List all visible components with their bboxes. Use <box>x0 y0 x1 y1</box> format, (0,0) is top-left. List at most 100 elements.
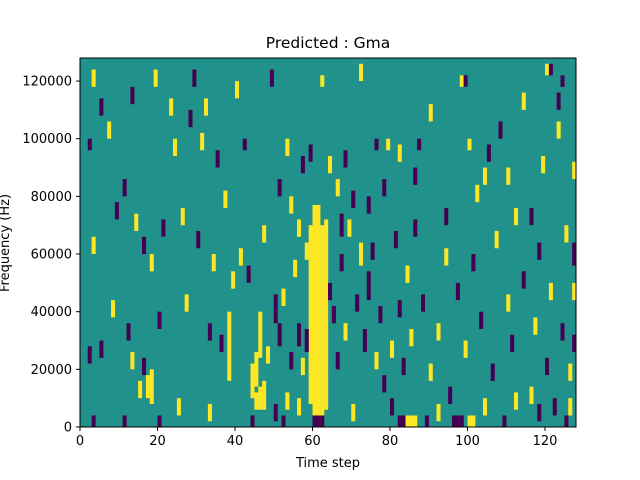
x-tick-label: 60 <box>304 434 321 449</box>
heatmap-cell <box>111 300 116 318</box>
heatmap-cell <box>417 138 422 151</box>
heatmap-cell <box>409 415 414 427</box>
heatmap-cell <box>304 328 309 353</box>
heatmap-cell <box>207 403 212 422</box>
heatmap-cell <box>161 219 166 237</box>
heatmap-cell <box>541 156 546 174</box>
heatmap-cell <box>490 363 495 381</box>
heatmap-cell <box>502 415 507 427</box>
heatmap-cell <box>138 380 143 399</box>
heatmap-cell <box>382 375 387 393</box>
heatmap-cell <box>572 334 577 353</box>
heatmap-cell <box>231 271 236 289</box>
heatmap-cell <box>211 254 216 272</box>
heatmap-cell <box>362 328 367 353</box>
heatmap-cell <box>568 363 573 381</box>
heatmap-cell <box>405 415 410 427</box>
heatmap-cell <box>444 207 449 226</box>
heatmap-cell <box>281 288 286 306</box>
heatmap-cell <box>355 294 360 312</box>
heatmap-cell <box>122 415 127 427</box>
heatmap-cell <box>463 340 468 358</box>
heatmap-cell <box>316 415 321 427</box>
heatmap-cell <box>479 311 484 329</box>
y-tick-label: 40000 <box>31 305 72 320</box>
heatmap-cell <box>215 150 220 168</box>
heatmap-cell <box>130 352 135 370</box>
heatmap-cell <box>545 357 550 376</box>
heatmap-cell <box>533 317 538 335</box>
heatmap-cell <box>390 340 395 358</box>
heatmap-cell <box>324 219 329 410</box>
heatmap-cell <box>436 323 441 341</box>
heatmap-cell <box>374 138 379 151</box>
heatmap-cell <box>297 398 302 416</box>
heatmap-cell <box>459 75 464 87</box>
heatmap-cell <box>149 369 154 404</box>
heatmap-cell <box>548 63 553 76</box>
heatmap-cell <box>529 207 534 226</box>
heatmap-cell <box>320 75 325 87</box>
heatmap-cell <box>87 138 92 151</box>
heatmap-cell <box>285 392 290 410</box>
heatmap-cell <box>444 248 449 266</box>
heatmap-cell <box>281 415 286 427</box>
heatmap-cell <box>405 265 410 283</box>
heatmap-cell <box>483 167 488 185</box>
heatmap-cell <box>393 230 398 249</box>
heatmap-cell <box>320 225 325 416</box>
heatmap-cell <box>498 121 503 139</box>
heatmap-cells <box>87 63 577 427</box>
heatmap-cell <box>91 69 96 87</box>
x-tick-label: 120 <box>533 434 558 449</box>
heatmap-cell <box>374 352 379 370</box>
heatmap-cell <box>564 415 569 427</box>
heatmap-cell <box>254 352 259 387</box>
heatmap-cell <box>552 398 557 416</box>
heatmap-cell <box>537 403 542 422</box>
heatmap-cell <box>219 334 224 353</box>
x-tick-label: 20 <box>149 434 166 449</box>
heatmap-cell <box>359 242 364 266</box>
heatmap-cell <box>467 138 472 151</box>
heatmap-cell <box>486 144 491 162</box>
y-tick-label: 100000 <box>22 132 72 147</box>
heatmap-cell <box>192 69 197 87</box>
x-tick-label: 80 <box>382 434 399 449</box>
heatmap-cell <box>269 69 274 87</box>
heatmap-cell <box>204 98 209 116</box>
heatmap-cell <box>91 415 96 427</box>
y-axis: 0 20000 40000 60000 80000 100000 120000 <box>22 75 80 436</box>
plot-frame <box>79 57 577 428</box>
heatmap-cell <box>428 363 433 381</box>
heatmap-cell <box>560 323 565 341</box>
heatmap-cell <box>250 415 255 427</box>
heatmap-cell <box>331 305 336 324</box>
heatmap-cell <box>308 144 313 162</box>
heatmap-cell <box>277 179 282 197</box>
heatmap-cell <box>448 386 453 404</box>
heatmap-cell <box>254 392 259 410</box>
heatmap-cell <box>196 230 201 249</box>
heatmap-cell <box>246 265 251 283</box>
heatmap-cell <box>436 403 441 422</box>
heatmap-cell <box>242 138 247 151</box>
heatmap-cell <box>463 75 468 87</box>
heatmap-cell <box>304 242 309 260</box>
heatmap-cell <box>390 398 395 416</box>
heatmap-cell <box>300 357 305 376</box>
heatmap-cell <box>184 294 189 312</box>
heatmap-cell <box>335 179 340 197</box>
heatmap-cell <box>157 311 162 329</box>
heatmap-cell <box>149 254 154 272</box>
heatmap-cell <box>122 179 127 197</box>
heatmap-cell <box>459 415 464 427</box>
heatmap-cell <box>343 150 348 168</box>
heatmap-cell <box>262 380 267 410</box>
heatmap-cell <box>560 75 565 87</box>
heatmap-cell <box>475 184 480 203</box>
heatmap-cell <box>452 415 457 427</box>
heatmap-cell <box>273 294 278 324</box>
y-axis-label: Frequency (Hz) <box>0 194 13 292</box>
